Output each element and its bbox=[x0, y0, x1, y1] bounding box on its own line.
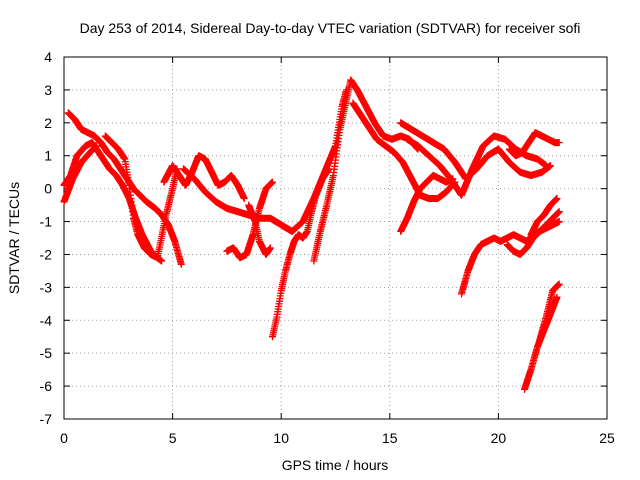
data-points bbox=[60, 76, 563, 393]
series-sat-q bbox=[505, 129, 563, 160]
y-tick-label: -5 bbox=[40, 345, 53, 361]
y-tick-label: -2 bbox=[40, 246, 53, 262]
x-tick-label: 10 bbox=[273, 430, 289, 446]
series-sat-g bbox=[223, 178, 276, 262]
series-sat-c bbox=[60, 142, 101, 206]
y-axis-label: SDTVAR / TECUs bbox=[6, 182, 22, 294]
series-sat-d bbox=[101, 132, 181, 262]
series-sat-n bbox=[397, 172, 457, 235]
x-tick-label: 15 bbox=[382, 430, 398, 446]
x-tick-label: 20 bbox=[491, 430, 507, 446]
series-points bbox=[458, 218, 563, 298]
y-axis-ticks: 4 3 2 1 0 -1 -2 -3 -4 -5 -6 -7 bbox=[40, 49, 607, 427]
y-tick-label: 2 bbox=[44, 115, 52, 131]
series-points bbox=[245, 201, 274, 258]
y-tick-label: -3 bbox=[40, 279, 53, 295]
y-tick-label: 0 bbox=[44, 181, 52, 197]
series-points bbox=[505, 129, 563, 160]
series-sat-h bbox=[245, 201, 274, 258]
x-tick-label: 5 bbox=[169, 430, 177, 446]
series-points bbox=[403, 132, 550, 199]
series-points bbox=[269, 165, 333, 341]
y-tick-label: 3 bbox=[44, 82, 52, 98]
series-points bbox=[349, 99, 459, 202]
x-tick-label: 25 bbox=[599, 430, 615, 446]
x-tick-label: 0 bbox=[60, 430, 68, 446]
series-points bbox=[527, 195, 561, 239]
series-sat-m bbox=[403, 132, 550, 199]
series-points bbox=[536, 280, 563, 344]
y-tick-label: -1 bbox=[40, 214, 53, 230]
y-tick-label: -7 bbox=[40, 411, 53, 427]
chart-title: Day 253 of 2014, Sidereal Day-to-day VTE… bbox=[80, 20, 581, 36]
series-points bbox=[60, 142, 101, 206]
y-tick-label: 4 bbox=[44, 49, 52, 65]
series-points bbox=[521, 293, 561, 393]
series-sat-s bbox=[521, 293, 561, 393]
y-tick-label: 1 bbox=[44, 148, 52, 164]
x-axis-ticks: 0 5 10 15 20 25 bbox=[60, 57, 615, 446]
series-points bbox=[101, 132, 181, 262]
series-sat-t bbox=[536, 280, 563, 344]
y-tick-label: -4 bbox=[40, 312, 53, 328]
series-sat-k bbox=[349, 99, 459, 202]
x-axis-label: GPS time / hours bbox=[282, 457, 389, 473]
series-sat-o bbox=[458, 218, 563, 298]
series-points bbox=[397, 172, 457, 235]
series-sat-r bbox=[527, 195, 561, 239]
series-sat-p bbox=[503, 208, 563, 258]
series-points bbox=[503, 208, 563, 258]
series-sat-i bbox=[269, 165, 333, 341]
y-tick-label: -6 bbox=[40, 378, 53, 394]
plot-frame bbox=[63, 56, 608, 420]
series-points bbox=[223, 178, 276, 262]
